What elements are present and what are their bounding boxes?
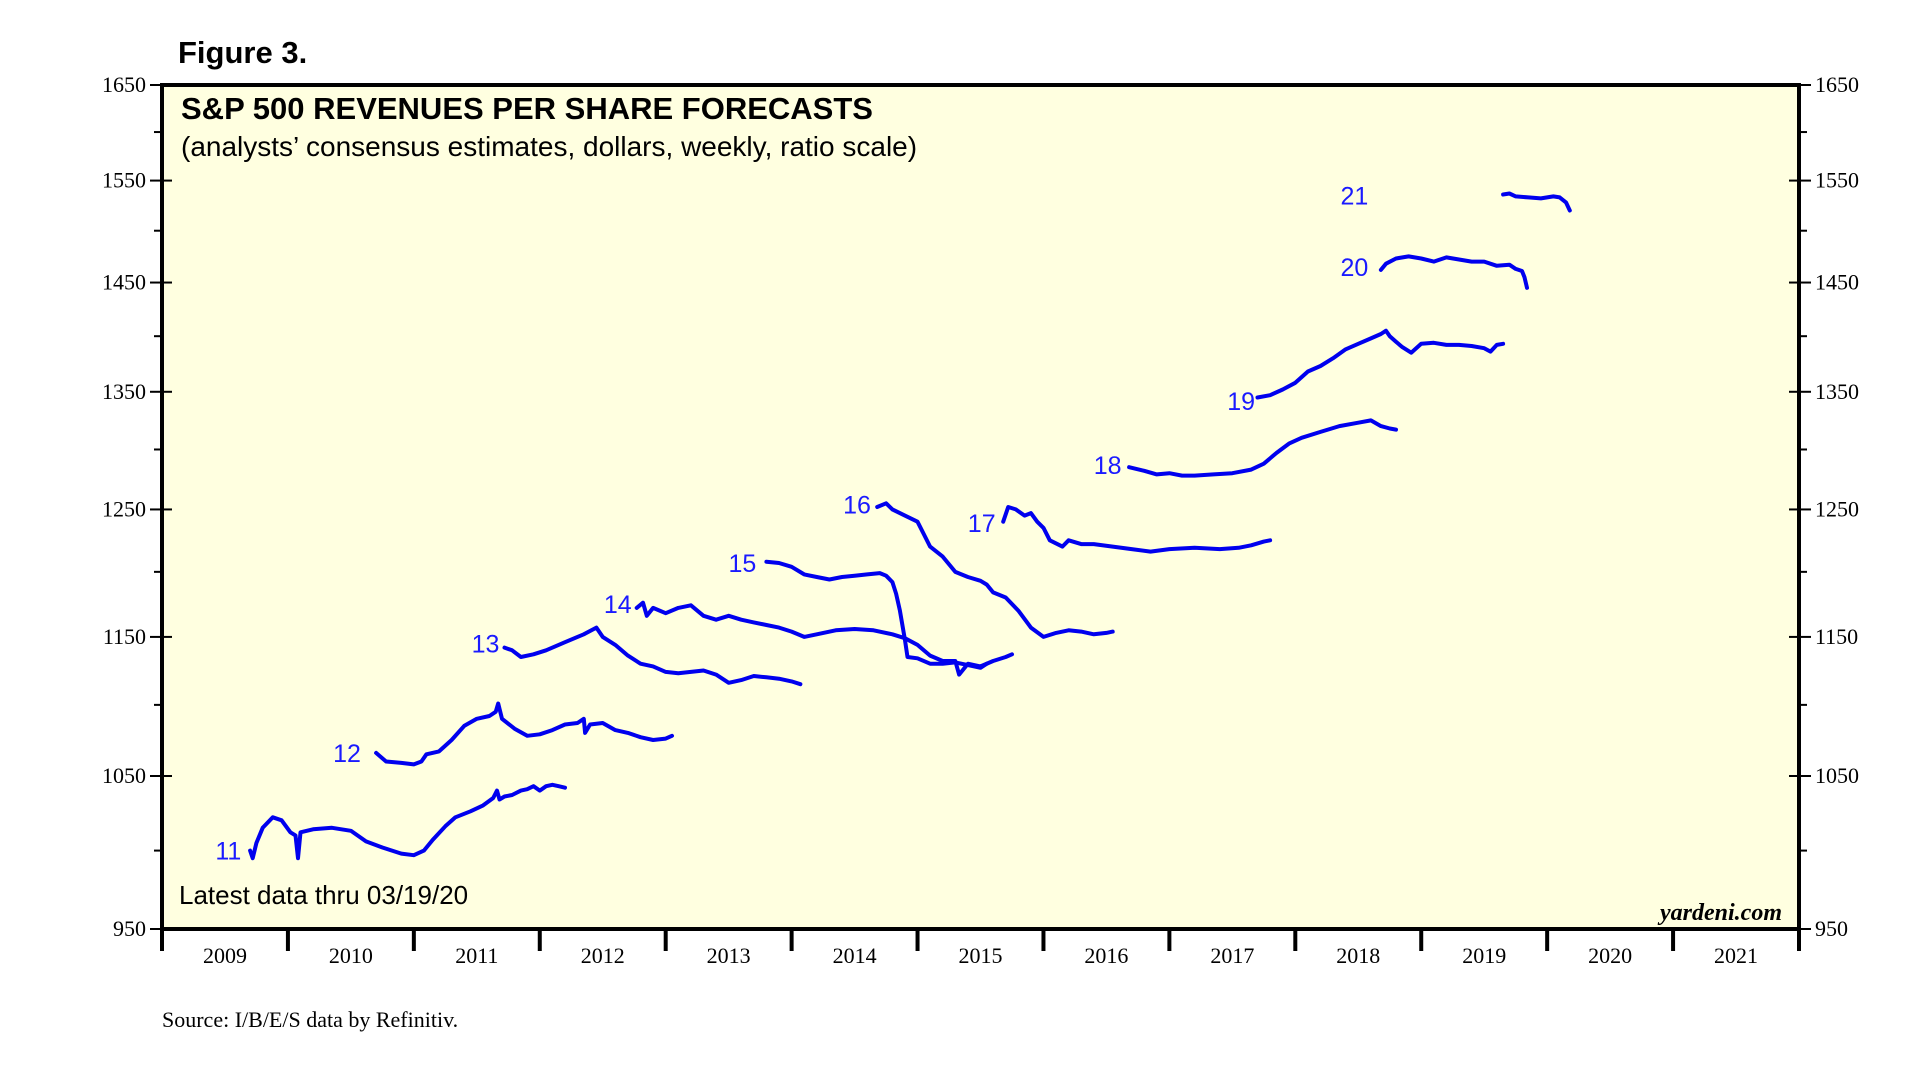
series-line-14 <box>634 600 1014 677</box>
series-label-18: 18 <box>1094 452 1122 480</box>
x-tick-label: 2009 <box>203 943 247 968</box>
x-tick-label: 2020 <box>1588 943 1632 968</box>
y-axis-right: 950 1050 1150 1250 1350 1450 1550 1650 <box>1789 72 1859 941</box>
x-tick-label: 2016 <box>1084 943 1128 968</box>
series-line-12 <box>374 701 674 767</box>
y-tick-label-right: 1650 <box>1815 72 1859 97</box>
series-label-11: 11 <box>215 838 241 866</box>
y-tick-label-right: 950 <box>1815 916 1848 941</box>
series-label-14: 14 <box>604 591 632 619</box>
y-tick-label-left: 1150 <box>103 624 146 649</box>
figure-label: Figure 3. <box>178 35 307 70</box>
series-line-18 <box>1127 418 1398 478</box>
y-tick-label-left: 1350 <box>102 379 146 404</box>
y-tick-label-right: 1050 <box>1815 763 1859 788</box>
series-label-19: 19 <box>1227 388 1255 416</box>
latest-data-note: Latest data thru 03/19/20 <box>179 880 468 910</box>
series-label-17: 17 <box>968 510 996 538</box>
series-line-16 <box>875 501 1115 639</box>
y-tick-label-left: 1050 <box>102 763 146 788</box>
chart-subtitle: (analysts’ consensus estimates, dollars,… <box>181 131 917 162</box>
series-label-20: 20 <box>1341 254 1369 282</box>
source-note: Source: I/B/E/S data by Refinitiv. <box>162 1007 458 1032</box>
series-label-15: 15 <box>729 550 757 578</box>
series-line-20 <box>1378 254 1529 290</box>
y-axis-left: 950 1050 1150 1250 1350 1450 1550 1650 <box>102 72 172 941</box>
series-label-16: 16 <box>843 492 871 520</box>
x-tick-label: 2010 <box>329 943 373 968</box>
x-tick-label: 2012 <box>581 943 625 968</box>
x-tick-label: 2013 <box>707 943 751 968</box>
series-label-12: 12 <box>333 740 361 768</box>
x-tick-label: 2017 <box>1210 943 1254 968</box>
series-line-21 <box>1501 191 1572 213</box>
brand-watermark: yardeni.com <box>1657 900 1782 926</box>
x-axis: 2009 2010 2011 2012 2013 2014 2015 2016 2017 2018… <box>160 929 1801 968</box>
series-line-11 <box>248 782 567 861</box>
series-line-13 <box>502 625 803 687</box>
y-tick-label-right: 1450 <box>1815 270 1859 295</box>
x-tick-label: 2011 <box>455 943 498 968</box>
x-tick-label: 2015 <box>959 943 1003 968</box>
y-tick-label-right: 1350 <box>1815 379 1859 404</box>
y-tick-label-left: 950 <box>113 916 146 941</box>
x-tick-label: 2019 <box>1462 943 1506 968</box>
y-tick-label-right: 1550 <box>1815 168 1859 193</box>
y-tick-label-left: 1450 <box>102 270 146 295</box>
series-line-19 <box>1255 328 1506 400</box>
series-line-17 <box>1001 505 1273 554</box>
y-tick-label-left: 1650 <box>102 72 146 97</box>
y-tick-label-left: 1550 <box>102 168 146 193</box>
chart-title: S&P 500 REVENUES PER SHARE FORECASTS <box>181 91 873 126</box>
x-tick-label: 2021 <box>1714 943 1758 968</box>
y-tick-label-left: 1250 <box>102 496 146 521</box>
plot-area <box>160 83 1801 931</box>
series-label-13: 13 <box>472 631 500 659</box>
y-tick-label-right: 1150 <box>1815 624 1858 649</box>
x-tick-label: 2014 <box>833 943 877 968</box>
x-tick-label: 2018 <box>1336 943 1380 968</box>
series-line-15 <box>764 559 989 670</box>
series-layer: 11 12 13 14 15 16 17 18 19 20 21 <box>215 182 1572 866</box>
series-label-21: 21 <box>1341 182 1369 210</box>
y-tick-label-right: 1250 <box>1815 496 1859 521</box>
